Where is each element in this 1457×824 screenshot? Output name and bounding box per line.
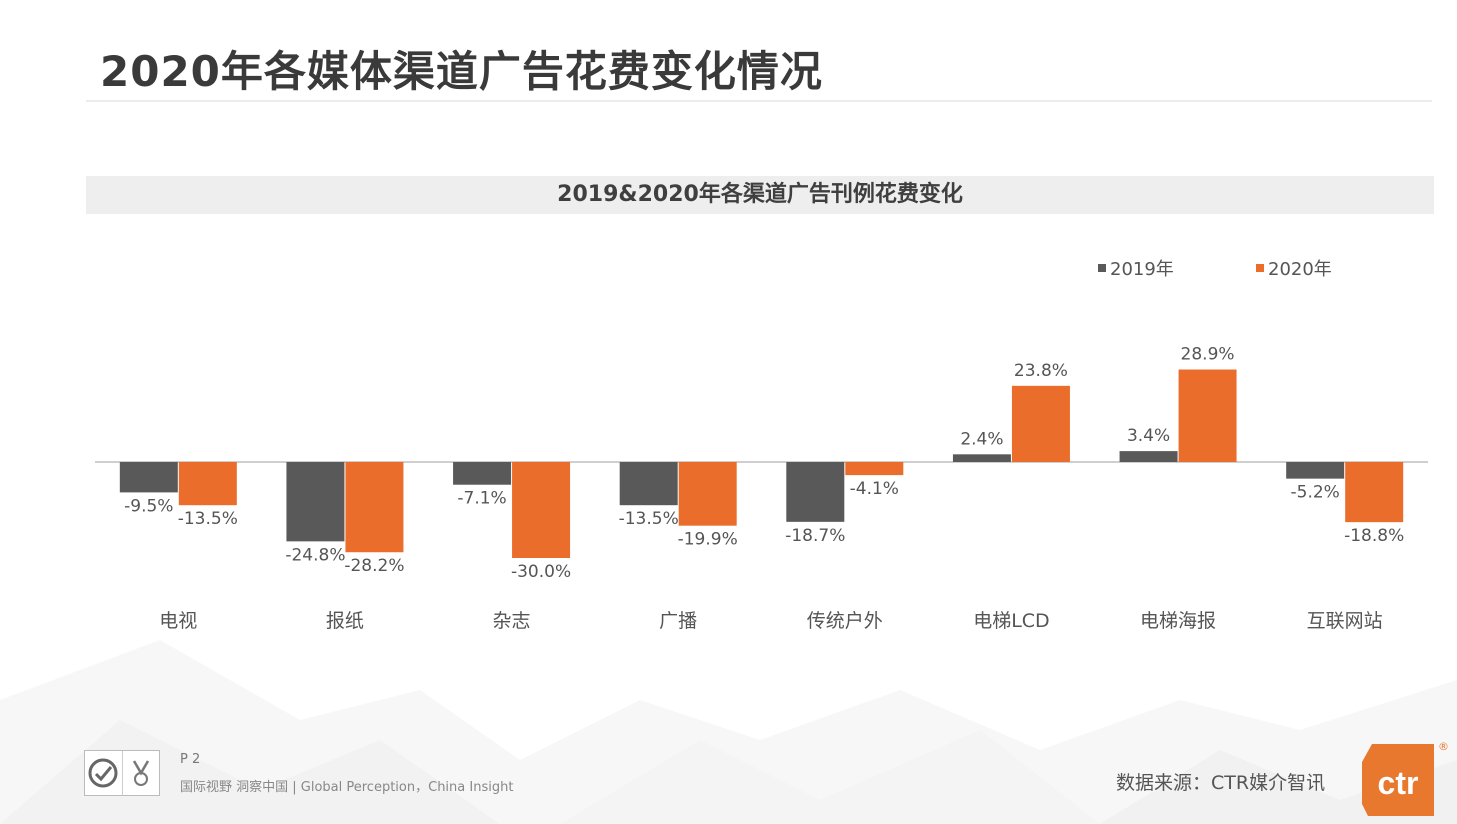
bar-2019-0 — [119, 462, 178, 493]
data-label-2020-6: 28.9% — [1181, 345, 1235, 365]
legend-label-2019: 2019年 — [1110, 259, 1174, 280]
data-label-2019-5: 2.4% — [960, 429, 1003, 449]
category-label-0: 电视 — [159, 610, 197, 632]
bar-2019-5 — [952, 454, 1011, 462]
page-title: 2020年各媒体渠道广告花费变化情况 — [100, 47, 823, 96]
data-label-2020-4: -4.1% — [850, 479, 899, 499]
data-label-2020-0: -13.5% — [178, 509, 238, 529]
category-label-1: 报纸 — [326, 610, 364, 632]
footer-slogan: 国际视野 洞察中国 | Global Perception，China Insi… — [180, 780, 514, 795]
ctr-logo: ctr — [1362, 744, 1434, 816]
legend-swatch-2019 — [1098, 264, 1106, 272]
iso-mark-icon — [85, 751, 122, 795]
bar-2020-7 — [1345, 462, 1404, 523]
category-label-3: 广播 — [659, 610, 697, 632]
data-label-2020-5: 23.8% — [1014, 361, 1068, 381]
bar-2019-4 — [786, 462, 845, 522]
legend-item-2019: 2019年 — [1098, 255, 1174, 281]
bar-2019-6 — [1119, 451, 1178, 462]
registered-mark-icon: ® — [1438, 740, 1449, 753]
bar-2019-1 — [286, 462, 345, 542]
ctr-logo-text: ctr — [1378, 765, 1419, 801]
bar-2020-4 — [845, 462, 904, 476]
data-label-2020-7: -18.8% — [1344, 526, 1404, 546]
legend-item-2020: 2020年 — [1256, 255, 1332, 281]
bar-2020-6 — [1178, 369, 1237, 462]
data-label-2020-1: -28.2% — [344, 556, 404, 576]
title-divider — [86, 100, 1432, 102]
bar-2019-3 — [619, 462, 678, 506]
chart-title-banner: 2019&2020年各渠道广告刊例花费变化 — [86, 176, 1434, 214]
data-label-2019-0: -9.5% — [124, 496, 173, 516]
data-label-2020-2: -30.0% — [511, 562, 571, 582]
certification-logo — [84, 750, 160, 796]
category-label-6: 电梯海报 — [1140, 610, 1216, 632]
bar-2019-2 — [453, 462, 512, 485]
bar-2020-2 — [512, 462, 571, 558]
chart-title: 2019&2020年各渠道广告刊例花费变化 — [557, 182, 963, 207]
bar-2020-3 — [678, 462, 737, 526]
bar-2020-1 — [345, 462, 404, 553]
legend-swatch-2020 — [1256, 264, 1264, 272]
chart-legend: 2019年 2020年 — [1098, 255, 1398, 281]
page-number: P 2 — [180, 752, 201, 767]
category-label-2: 杂志 — [493, 610, 531, 632]
category-label-5: 电梯LCD — [973, 610, 1049, 632]
category-label-7: 互联网站 — [1307, 610, 1383, 632]
data-label-2019-1: -24.8% — [285, 545, 345, 565]
data-label-2019-2: -7.1% — [457, 489, 506, 509]
data-label-2019-7: -5.2% — [1291, 483, 1340, 503]
data-label-2019-3: -13.5% — [619, 509, 679, 529]
data-label-2019-6: 3.4% — [1127, 426, 1170, 446]
bar-2020-0 — [178, 462, 237, 506]
award-mark-icon — [121, 751, 160, 795]
bar-2020-5 — [1011, 385, 1070, 462]
category-label-4: 传统户外 — [807, 610, 883, 632]
data-label-2020-3: -19.9% — [678, 530, 738, 550]
data-label-2019-4: -18.7% — [785, 526, 845, 546]
bar-2019-7 — [1286, 462, 1345, 479]
legend-label-2020: 2020年 — [1268, 259, 1332, 280]
data-source: 数据来源：CTR媒介智讯 — [1116, 772, 1326, 794]
